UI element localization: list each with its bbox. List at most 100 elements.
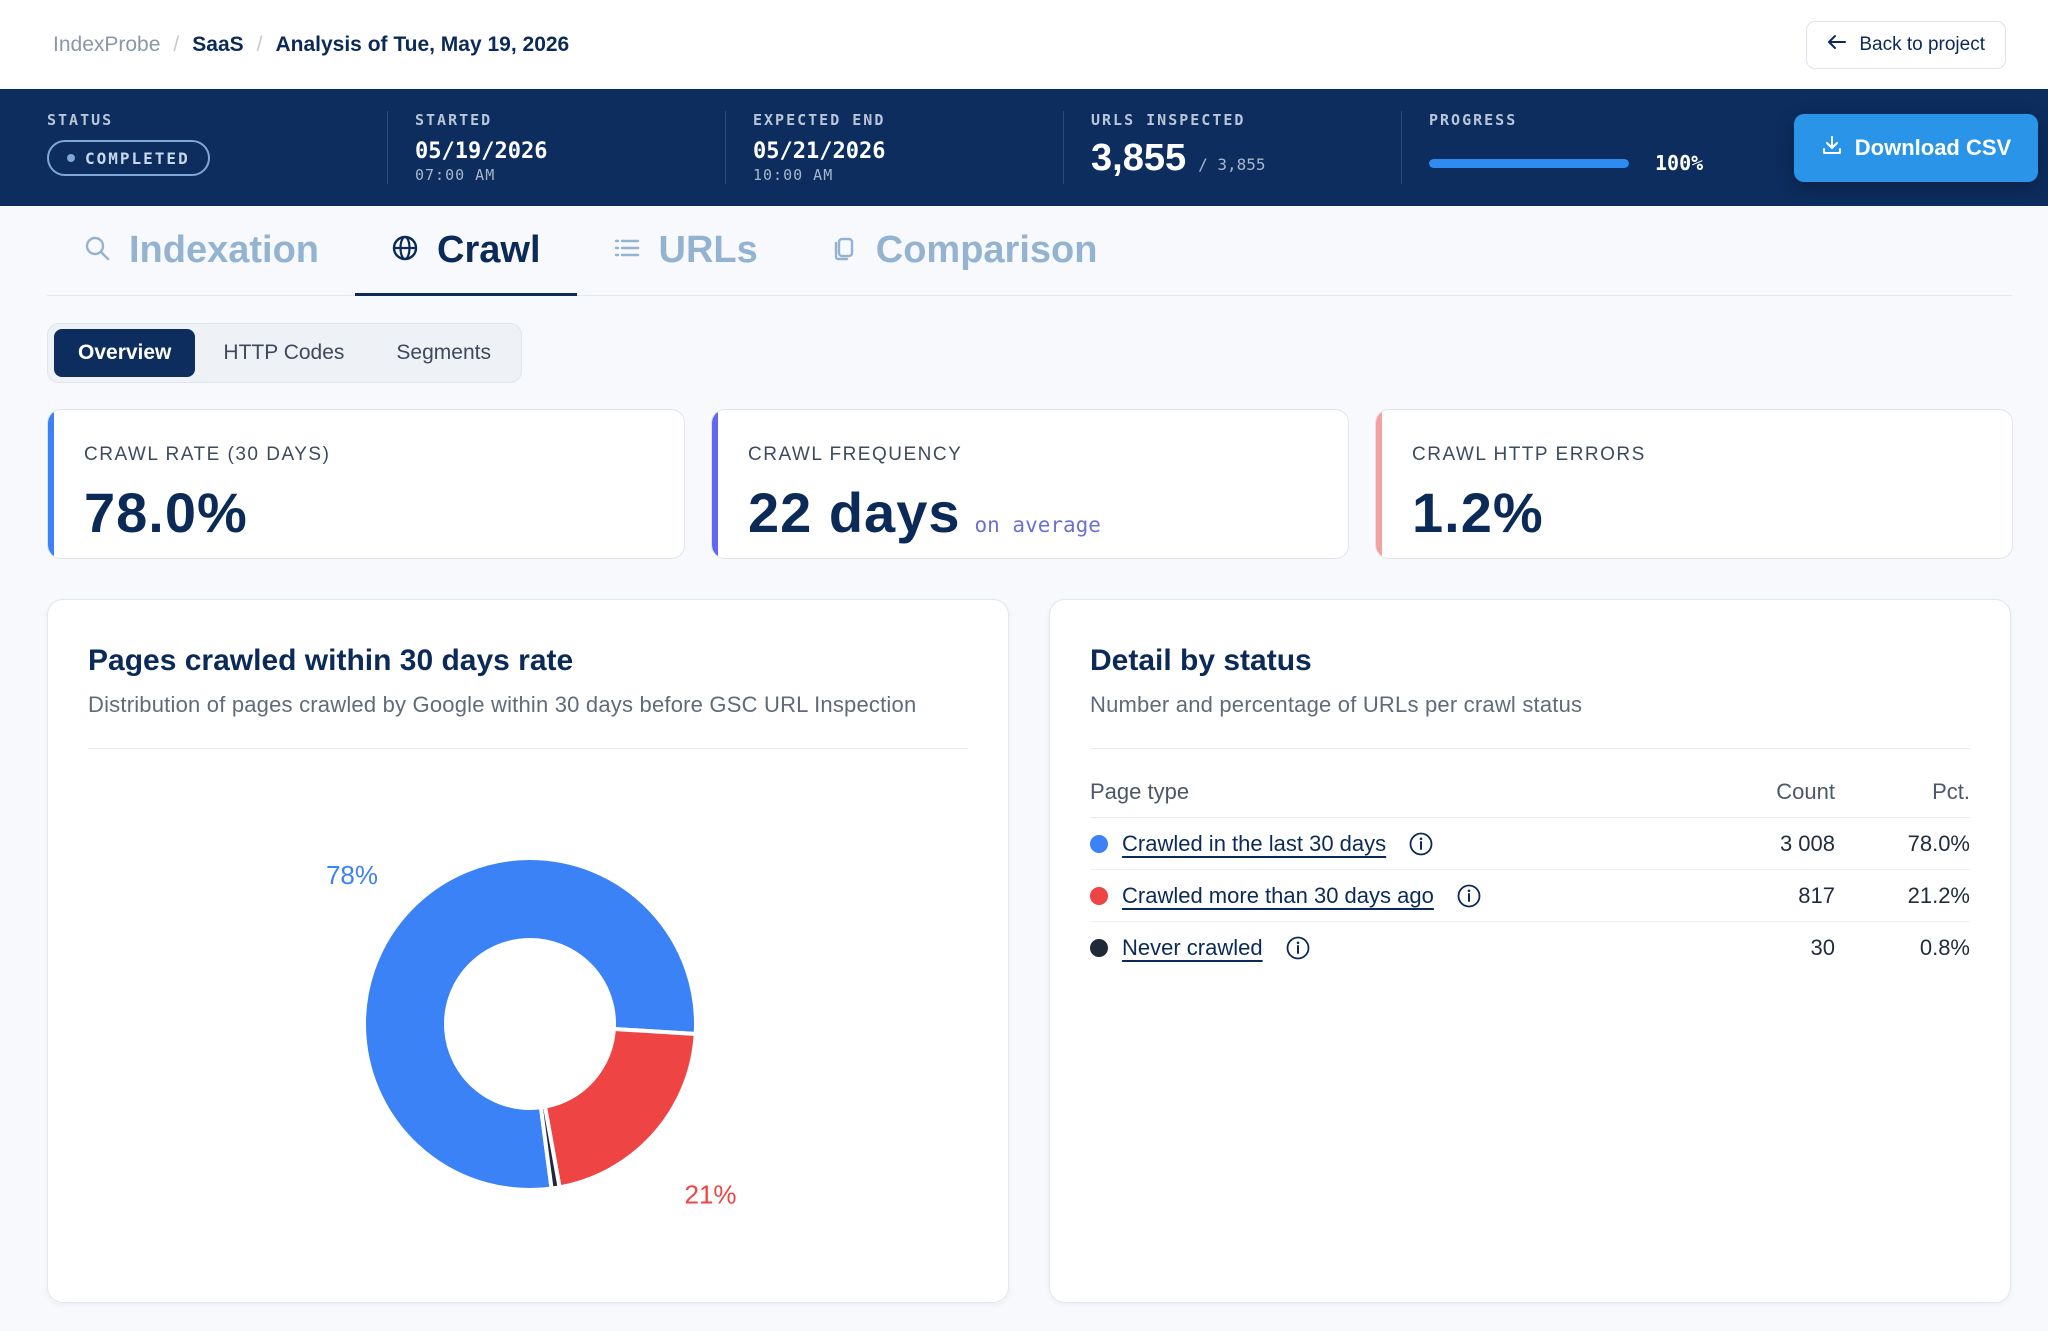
breadcrumb-analysis: Analysis of Tue, May 19, 2026: [275, 32, 570, 56]
info-icon[interactable]: [1408, 831, 1434, 857]
stat-expected-end: EXPECTED END 05/21/2026 10:00 AM: [725, 89, 1063, 206]
subtab-http-codes[interactable]: HTTP Codes: [223, 341, 345, 364]
globe-icon: [391, 229, 419, 272]
status-link[interactable]: Crawled more than 30 days ago: [1122, 883, 1434, 908]
info-icon[interactable]: [1456, 883, 1482, 909]
status-table: Page type Count Pct. Crawled in the last…: [1090, 769, 1970, 973]
stat-started-date: 05/19/2026: [415, 139, 548, 164]
stat-started-label: STARTED: [415, 111, 493, 129]
kpi-crawl-http-errors: CRAWL HTTP ERRORS 1.2%: [1375, 409, 2013, 559]
breadcrumb-app[interactable]: IndexProbe: [53, 32, 161, 56]
column-header-count: Count: [1655, 769, 1835, 818]
table-row: Never crawled 30 0.8%: [1090, 922, 1970, 974]
tab-label: Comparison: [875, 228, 1098, 271]
status-dot-icon: [67, 154, 75, 162]
status-badge: COMPLETED: [47, 140, 210, 176]
main-tabs: Indexation Crawl URLs Comparison: [47, 206, 2012, 296]
stat-expected-end-time: 10:00 AM: [753, 166, 834, 184]
kpi-label: CRAWL FREQUENCY: [748, 444, 963, 465]
donut-chart-svg: 78% 21%: [326, 856, 737, 1209]
status-badge-text: COMPLETED: [85, 148, 190, 168]
kpi-crawl-frequency: CRAWL FREQUENCY 22 days on average: [711, 409, 1349, 559]
pct-cell: 0.8%: [1919, 935, 1970, 960]
table-header-row: Page type Count Pct.: [1090, 769, 1970, 818]
count-cell: 3 008: [1655, 817, 1835, 870]
tab-indexation[interactable]: Indexation: [47, 205, 355, 295]
donut-slice[interactable]: [538, 1104, 562, 1191]
tab-label: Indexation: [129, 228, 320, 271]
divider: [88, 748, 968, 749]
stat-status: STATUS COMPLETED: [47, 89, 365, 206]
back-to-project-button[interactable]: Back to project: [1806, 20, 2006, 69]
tab-label: Crawl: [437, 228, 541, 271]
info-icon[interactable]: [1285, 935, 1311, 961]
progress-bar: [1429, 158, 1629, 168]
stat-expected-end-date: 05/21/2026: [753, 139, 886, 164]
list-icon: [613, 229, 641, 272]
status-panel-title: Detail by status: [1090, 644, 1312, 677]
count-cell: 30: [1810, 935, 1835, 960]
status-panel: Detail by status Number and percentage o…: [1049, 599, 2011, 1303]
copy-icon: [830, 229, 858, 272]
subtab-overview[interactable]: Overview: [54, 329, 196, 377]
stat-progress-label: PROGRESS: [1429, 111, 1518, 129]
urls-inspected-total: / 3,855: [1198, 155, 1266, 174]
arrow-left-icon: [1827, 34, 1847, 56]
stat-status-label: STATUS: [47, 111, 114, 129]
progress-bar-fill: [1429, 158, 1629, 168]
pct-cell: 78.0%: [1835, 817, 1970, 870]
stat-urls-label: URLS INSPECTED: [1091, 111, 1246, 129]
kpi-suffix: on average: [974, 513, 1101, 537]
status-link[interactable]: Never crawled: [1122, 935, 1263, 960]
top-bar: IndexProbe / SaaS / Analysis of Tue, May…: [0, 0, 2048, 89]
breadcrumb: IndexProbe / SaaS / Analysis of Tue, May…: [53, 33, 569, 57]
chart-panel-title: Pages crawled within 30 days rate: [88, 644, 574, 677]
donut-chart: 78% 21%: [48, 780, 1010, 1280]
status-dot: [1090, 939, 1108, 957]
breadcrumb-separator: /: [256, 32, 263, 56]
kpi-label: CRAWL RATE (30 DAYS): [84, 444, 331, 465]
donut-slice[interactable]: [542, 1026, 698, 1190]
kpi-label: CRAWL HTTP ERRORS: [1412, 444, 1646, 465]
download-icon: [1821, 134, 1843, 162]
stat-started: STARTED 05/19/2026 07:00 AM: [387, 89, 725, 206]
chart-panel-subtitle: Distribution of pages crawled by Google …: [88, 692, 917, 717]
table-row: Crawled in the last 30 days 3 008 78.0%: [1090, 817, 1970, 870]
sub-tabs: Overview HTTP Codes Segments: [47, 323, 522, 383]
urls-inspected-count: 3,855: [1091, 137, 1187, 179]
divider: [1090, 748, 1970, 749]
donut-slice[interactable]: [362, 856, 698, 1192]
tab-comparison[interactable]: Comparison: [794, 205, 1134, 295]
kpi-accent-bar: [48, 410, 54, 558]
table-row: Crawled more than 30 days ago 817 21.2%: [1090, 869, 1970, 922]
tab-label: URLs: [658, 228, 758, 271]
chart-panel: Pages crawled within 30 days rate Distri…: [47, 599, 1009, 1303]
donut-data-label: 78%: [326, 860, 378, 890]
tab-crawl[interactable]: Crawl: [355, 205, 578, 296]
progress-percent: 100%: [1655, 151, 1704, 175]
breadcrumb-separator: /: [173, 32, 180, 56]
donut-data-label: 21%: [685, 1179, 737, 1209]
pct-cell: 21.2%: [1835, 869, 1970, 922]
search-icon: [83, 229, 111, 272]
tab-urls[interactable]: URLs: [577, 205, 794, 295]
subtab-segments[interactable]: Segments: [396, 341, 491, 364]
download-csv-button[interactable]: Download CSV: [1794, 114, 2038, 182]
kpi-value: 78.0%: [84, 481, 248, 544]
kpi-value: 22 days: [748, 481, 961, 544]
kpi-value: 1.2%: [1412, 481, 1544, 544]
back-to-project-label: Back to project: [1859, 33, 1985, 55]
count-cell: 817: [1655, 869, 1835, 922]
kpi-crawl-rate: CRAWL RATE (30 DAYS) 78.0%: [47, 409, 685, 559]
kpi-accent-bar: [712, 410, 718, 558]
download-csv-label: Download CSV: [1854, 135, 2012, 160]
stat-started-time: 07:00 AM: [415, 166, 496, 184]
column-header-pct: Pct.: [1835, 769, 1970, 818]
status-link[interactable]: Crawled in the last 30 days: [1122, 831, 1387, 856]
status-dot: [1090, 835, 1108, 853]
breadcrumb-project[interactable]: SaaS: [192, 32, 244, 56]
column-header-page-type: Page type: [1090, 769, 1655, 818]
stat-progress: PROGRESS 100%: [1401, 89, 1729, 206]
status-dot: [1090, 887, 1108, 905]
status-banner: STATUS COMPLETED STARTED 05/19/2026 07:0…: [0, 89, 2048, 206]
